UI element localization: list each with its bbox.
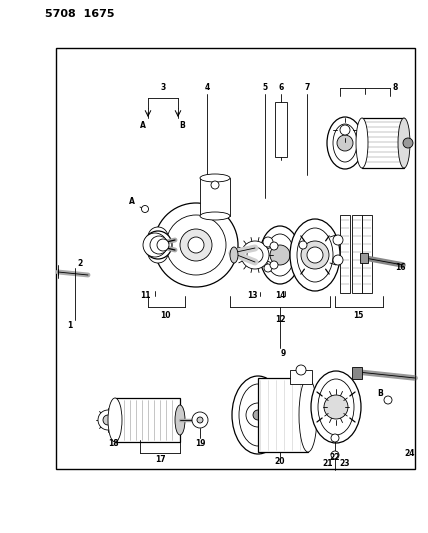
Text: A: A [140,120,146,130]
Ellipse shape [356,118,368,168]
Ellipse shape [175,405,185,435]
Ellipse shape [230,247,238,263]
Text: 13: 13 [247,292,257,301]
Circle shape [148,227,168,247]
Circle shape [333,255,343,265]
Ellipse shape [200,174,230,182]
Text: 15: 15 [353,311,363,319]
Text: 4: 4 [205,84,210,93]
Bar [258,378,308,452]
Circle shape [403,138,413,148]
Text: 10: 10 [160,311,170,319]
Bar [352,215,362,293]
Circle shape [247,247,263,263]
Circle shape [264,264,272,272]
Text: B: B [179,120,185,130]
Circle shape [143,233,167,257]
Text: 2: 2 [77,259,83,268]
Text: 9: 9 [280,349,285,358]
Circle shape [299,241,307,249]
Circle shape [270,261,278,269]
Ellipse shape [290,219,340,291]
Text: 7: 7 [304,84,310,93]
Ellipse shape [311,371,361,443]
Circle shape [296,365,306,375]
Ellipse shape [232,376,284,454]
Text: 14: 14 [275,292,285,301]
Circle shape [144,231,172,259]
Text: 5: 5 [262,84,268,93]
Circle shape [331,434,339,442]
Circle shape [307,247,323,263]
Text: 1: 1 [67,320,73,329]
Text: 19: 19 [195,439,205,448]
Circle shape [211,181,219,189]
Circle shape [340,125,350,135]
Circle shape [148,243,168,263]
Ellipse shape [299,378,317,452]
Ellipse shape [327,117,363,169]
Circle shape [157,239,169,251]
Text: 18: 18 [108,439,118,448]
Circle shape [188,237,204,253]
Ellipse shape [239,384,277,446]
Ellipse shape [333,124,357,162]
Text: 21: 21 [323,459,333,469]
Circle shape [333,235,343,245]
Circle shape [384,396,392,404]
Text: 24: 24 [405,448,415,457]
Text: 17: 17 [155,456,165,464]
Circle shape [331,451,339,459]
Circle shape [98,410,118,430]
Circle shape [246,403,270,427]
Circle shape [154,203,238,287]
Bar [362,215,372,293]
Bar [360,253,368,263]
Circle shape [142,206,149,213]
Text: 12: 12 [275,316,285,325]
Ellipse shape [260,226,300,284]
Ellipse shape [200,212,230,220]
Text: 5708  1675: 5708 1675 [45,9,115,19]
Bar [56,48,415,469]
Bar [200,178,230,216]
Text: B: B [377,389,383,398]
Ellipse shape [318,379,354,435]
Ellipse shape [266,234,294,276]
Ellipse shape [108,398,122,442]
Circle shape [301,241,329,269]
Bar [275,102,287,157]
Circle shape [324,395,348,419]
Text: 20: 20 [275,457,285,466]
Circle shape [270,242,278,250]
Bar [362,118,404,168]
Ellipse shape [398,118,410,168]
Bar [340,215,350,293]
Bar [352,367,362,379]
Circle shape [150,236,168,254]
Circle shape [253,410,263,420]
Text: A: A [129,198,135,206]
Text: 16: 16 [395,263,405,272]
Text: 3: 3 [160,84,166,93]
Ellipse shape [297,228,333,282]
Text: 6: 6 [278,84,284,93]
Circle shape [270,245,290,265]
Text: 8: 8 [392,84,398,93]
Circle shape [144,237,160,253]
Circle shape [166,215,226,275]
Circle shape [263,237,273,247]
Circle shape [337,135,353,151]
Circle shape [180,229,212,261]
Bar [115,398,180,442]
Circle shape [103,415,113,425]
Circle shape [192,412,208,428]
Bar [290,370,312,384]
Text: 11: 11 [140,292,150,301]
Text: 22: 22 [330,453,340,462]
Circle shape [197,417,203,423]
Text: 23: 23 [340,459,350,469]
Circle shape [150,237,166,253]
Circle shape [241,241,269,269]
